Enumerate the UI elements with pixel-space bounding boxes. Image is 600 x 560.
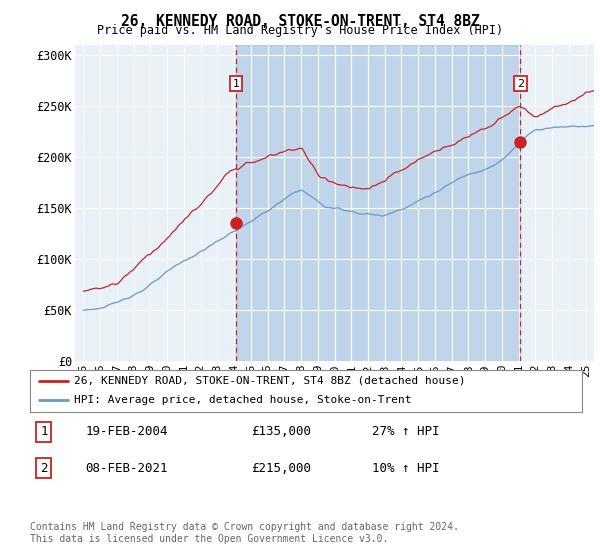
Text: £215,000: £215,000	[251, 461, 311, 475]
Text: 2: 2	[40, 461, 47, 475]
Text: Contains HM Land Registry data © Crown copyright and database right 2024.
This d: Contains HM Land Registry data © Crown c…	[30, 522, 459, 544]
Text: 26, KENNEDY ROAD, STOKE-ON-TRENT, ST4 8BZ: 26, KENNEDY ROAD, STOKE-ON-TRENT, ST4 8B…	[121, 14, 479, 29]
Text: 1: 1	[233, 78, 239, 88]
Text: 19-FEB-2004: 19-FEB-2004	[85, 425, 168, 438]
Text: 08-FEB-2021: 08-FEB-2021	[85, 461, 168, 475]
Text: 26, KENNEDY ROAD, STOKE-ON-TRENT, ST4 8BZ (detached house): 26, KENNEDY ROAD, STOKE-ON-TRENT, ST4 8B…	[74, 376, 466, 386]
Text: 1: 1	[40, 425, 47, 438]
Text: 2: 2	[517, 78, 524, 88]
Text: £135,000: £135,000	[251, 425, 311, 438]
Text: 27% ↑ HPI: 27% ↑ HPI	[372, 425, 440, 438]
Bar	[236, 45, 520, 361]
Text: HPI: Average price, detached house, Stoke-on-Trent: HPI: Average price, detached house, Stok…	[74, 395, 412, 405]
Text: 10% ↑ HPI: 10% ↑ HPI	[372, 461, 440, 475]
Text: Price paid vs. HM Land Registry's House Price Index (HPI): Price paid vs. HM Land Registry's House …	[97, 24, 503, 37]
